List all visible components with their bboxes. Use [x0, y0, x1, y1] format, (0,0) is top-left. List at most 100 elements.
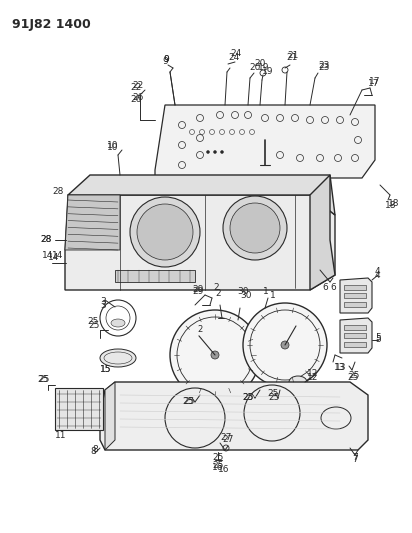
- Ellipse shape: [289, 376, 307, 388]
- Bar: [344, 302, 366, 307]
- Ellipse shape: [111, 319, 125, 327]
- Polygon shape: [100, 382, 368, 450]
- Text: 7: 7: [352, 454, 358, 463]
- Polygon shape: [65, 195, 120, 250]
- Text: 1: 1: [263, 287, 269, 296]
- Text: 12: 12: [307, 374, 318, 383]
- Bar: [344, 342, 366, 347]
- Text: 27: 27: [220, 433, 232, 442]
- Text: 7: 7: [352, 456, 358, 464]
- Text: 11: 11: [55, 431, 66, 440]
- Text: 20: 20: [254, 59, 265, 68]
- Bar: [344, 333, 366, 338]
- Bar: [344, 293, 366, 298]
- Text: 25: 25: [182, 398, 193, 407]
- Text: 29: 29: [192, 287, 204, 296]
- Text: 19: 19: [258, 63, 269, 72]
- Text: 2: 2: [215, 288, 220, 297]
- Text: 28: 28: [40, 236, 52, 245]
- Text: 6: 6: [322, 282, 328, 292]
- Text: 3: 3: [100, 301, 106, 310]
- Polygon shape: [155, 105, 375, 178]
- Polygon shape: [340, 278, 372, 313]
- Text: 2: 2: [197, 326, 202, 335]
- Text: 14: 14: [52, 251, 63, 260]
- Text: 15: 15: [100, 366, 112, 375]
- Text: 15: 15: [100, 366, 112, 375]
- Bar: [344, 325, 366, 330]
- Text: 91J82 1400: 91J82 1400: [12, 18, 91, 31]
- Text: 25: 25: [348, 370, 359, 379]
- Text: 25: 25: [37, 375, 48, 384]
- Text: 30: 30: [237, 287, 248, 296]
- Text: 9: 9: [162, 58, 168, 67]
- Polygon shape: [68, 175, 335, 215]
- Text: 2: 2: [213, 284, 219, 293]
- Text: 20: 20: [249, 63, 260, 72]
- Text: 30: 30: [240, 290, 251, 300]
- Circle shape: [230, 203, 280, 253]
- Text: 17: 17: [368, 78, 379, 87]
- Text: 16: 16: [218, 465, 229, 474]
- Polygon shape: [310, 175, 335, 290]
- Circle shape: [220, 150, 223, 154]
- Text: 25: 25: [212, 461, 223, 470]
- Text: 25: 25: [183, 398, 194, 407]
- Text: 14: 14: [42, 251, 54, 260]
- Text: 6: 6: [330, 284, 336, 293]
- Text: 25: 25: [88, 320, 99, 329]
- Text: 18: 18: [385, 200, 396, 209]
- Circle shape: [170, 310, 260, 400]
- Text: 19: 19: [262, 68, 274, 77]
- Text: 17: 17: [369, 77, 381, 86]
- Ellipse shape: [100, 349, 136, 367]
- Text: 28: 28: [40, 236, 52, 245]
- Text: 23: 23: [318, 63, 329, 72]
- Bar: [115, 270, 195, 282]
- Text: 27: 27: [222, 435, 233, 445]
- Text: 10: 10: [107, 141, 119, 149]
- Circle shape: [137, 204, 193, 260]
- Text: 25: 25: [242, 393, 253, 402]
- Text: 28: 28: [52, 188, 63, 197]
- Circle shape: [211, 351, 219, 359]
- Text: 25: 25: [347, 373, 358, 382]
- Text: 26: 26: [130, 94, 141, 103]
- Text: 16: 16: [212, 464, 223, 472]
- Text: 13: 13: [334, 362, 346, 372]
- Text: 1: 1: [270, 290, 276, 300]
- Text: 22: 22: [132, 82, 143, 91]
- Text: 22: 22: [130, 83, 141, 92]
- Text: 25: 25: [267, 390, 279, 399]
- Circle shape: [223, 196, 287, 260]
- Polygon shape: [340, 318, 372, 353]
- Text: 13: 13: [335, 364, 346, 373]
- Text: 4: 4: [375, 268, 381, 277]
- Text: 12: 12: [307, 369, 318, 378]
- Circle shape: [130, 197, 200, 267]
- Text: 21: 21: [287, 51, 298, 60]
- Text: 24: 24: [228, 52, 239, 61]
- Text: 3: 3: [100, 297, 106, 306]
- Circle shape: [213, 150, 216, 154]
- Text: 5: 5: [375, 333, 381, 342]
- Circle shape: [281, 341, 289, 349]
- Text: 25: 25: [268, 393, 279, 402]
- Circle shape: [243, 303, 327, 387]
- Text: 9: 9: [163, 55, 169, 64]
- Bar: [55, 388, 103, 430]
- Text: 18: 18: [388, 199, 400, 208]
- Text: 9: 9: [163, 55, 169, 64]
- Text: 21: 21: [286, 53, 297, 62]
- Text: 26: 26: [132, 93, 143, 102]
- Bar: [344, 285, 366, 290]
- Text: 25: 25: [212, 454, 223, 463]
- Text: 10: 10: [107, 143, 119, 152]
- Text: 29: 29: [192, 286, 204, 295]
- Polygon shape: [65, 195, 335, 290]
- Text: 8: 8: [90, 448, 96, 456]
- Polygon shape: [105, 382, 115, 450]
- Text: 23: 23: [318, 61, 329, 69]
- Text: 14: 14: [48, 253, 59, 262]
- Text: 25: 25: [38, 376, 49, 384]
